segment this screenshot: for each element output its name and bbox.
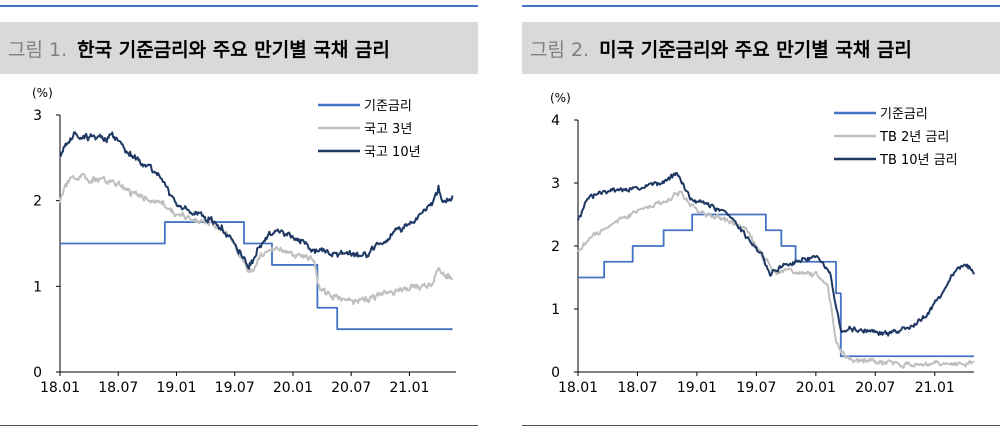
figure-title: 한국 기준금리와 주요 만기별 국채 금리 <box>77 38 390 61</box>
figure-header: 그림 2. 미국 기준금리와 주요 만기별 국채 금리 <box>522 22 1000 74</box>
x-tick-label: 19.07 <box>736 380 776 396</box>
x-tick-label: 18.07 <box>617 380 657 396</box>
x-tick-label: 20.07 <box>331 380 371 396</box>
x-tick-label: 21.01 <box>915 380 955 396</box>
legend-label: 국고 3년 <box>364 122 412 137</box>
bottom-rule <box>522 425 1000 426</box>
series-line <box>578 213 974 358</box>
figure-header: 그림 1. 한국 기준금리와 주요 만기별 국채 금리 <box>0 22 478 74</box>
chart-panel-korea: 그림 1. 한국 기준금리와 주요 만기별 국채 금리 (%) 0 1 2 3 18.01… <box>0 0 478 444</box>
y-tick-label: 1 <box>33 279 42 295</box>
y-tick-label: 2 <box>33 194 42 210</box>
x-tick-label: 20.01 <box>273 380 313 396</box>
line-chart-us: (%) 0 1 2 3 4 18.01 18.07 19.01 19.07 20.01 20.07 21… <box>550 91 975 396</box>
x-tick-label: 19.01 <box>677 380 717 396</box>
series-line <box>577 171 975 337</box>
y-tick-label: 4 <box>551 113 560 129</box>
legend-label: TB 10년 금리 <box>879 153 958 168</box>
bottom-rule <box>0 425 478 426</box>
legend-label: 기준금리 <box>364 99 412 114</box>
top-rule <box>522 5 1000 7</box>
figure-label: 그림 2. <box>530 38 590 61</box>
y-tick-label: 0 <box>33 365 42 381</box>
legend-label: 기준금리 <box>880 107 928 122</box>
figure-label: 그림 1. <box>8 38 68 61</box>
legend-label: 국고 10년 <box>364 145 421 160</box>
legend-label: TB 2년 금리 <box>879 130 949 145</box>
series-line <box>60 221 453 331</box>
series-line <box>577 190 975 369</box>
x-tick-label: 18.01 <box>40 380 80 396</box>
y-tick-label: 3 <box>551 176 560 192</box>
x-tick-label: 20.07 <box>855 380 895 396</box>
x-tick-label: 18.07 <box>98 380 138 396</box>
line-chart-korea: (%) 0 1 2 3 18.01 18.07 19.01 19.07 20.01 20.07 21.… <box>32 86 456 396</box>
x-tick-label: 18.01 <box>558 380 598 396</box>
series-line <box>59 172 454 306</box>
x-tick-label: 19.01 <box>156 380 196 396</box>
figure-title: 미국 기준금리와 주요 만기별 국채 금리 <box>599 38 912 61</box>
top-rule <box>0 5 478 7</box>
x-tick-label: 20.01 <box>796 380 836 396</box>
y-tick-label: 1 <box>551 302 560 318</box>
y-tick-label: 2 <box>551 239 560 255</box>
y-tick-label: 0 <box>551 365 560 381</box>
unit-label: (%) <box>32 86 53 100</box>
x-tick-label: 21.01 <box>389 380 429 396</box>
chart-panel-us: 그림 2. 미국 기준금리와 주요 만기별 국채 금리 (%) 0 1 2 3 4 18.0… <box>522 0 1000 444</box>
series-line <box>59 131 454 270</box>
y-tick-label: 3 <box>33 108 42 124</box>
unit-label: (%) <box>550 91 571 105</box>
x-tick-label: 19.07 <box>215 380 255 396</box>
